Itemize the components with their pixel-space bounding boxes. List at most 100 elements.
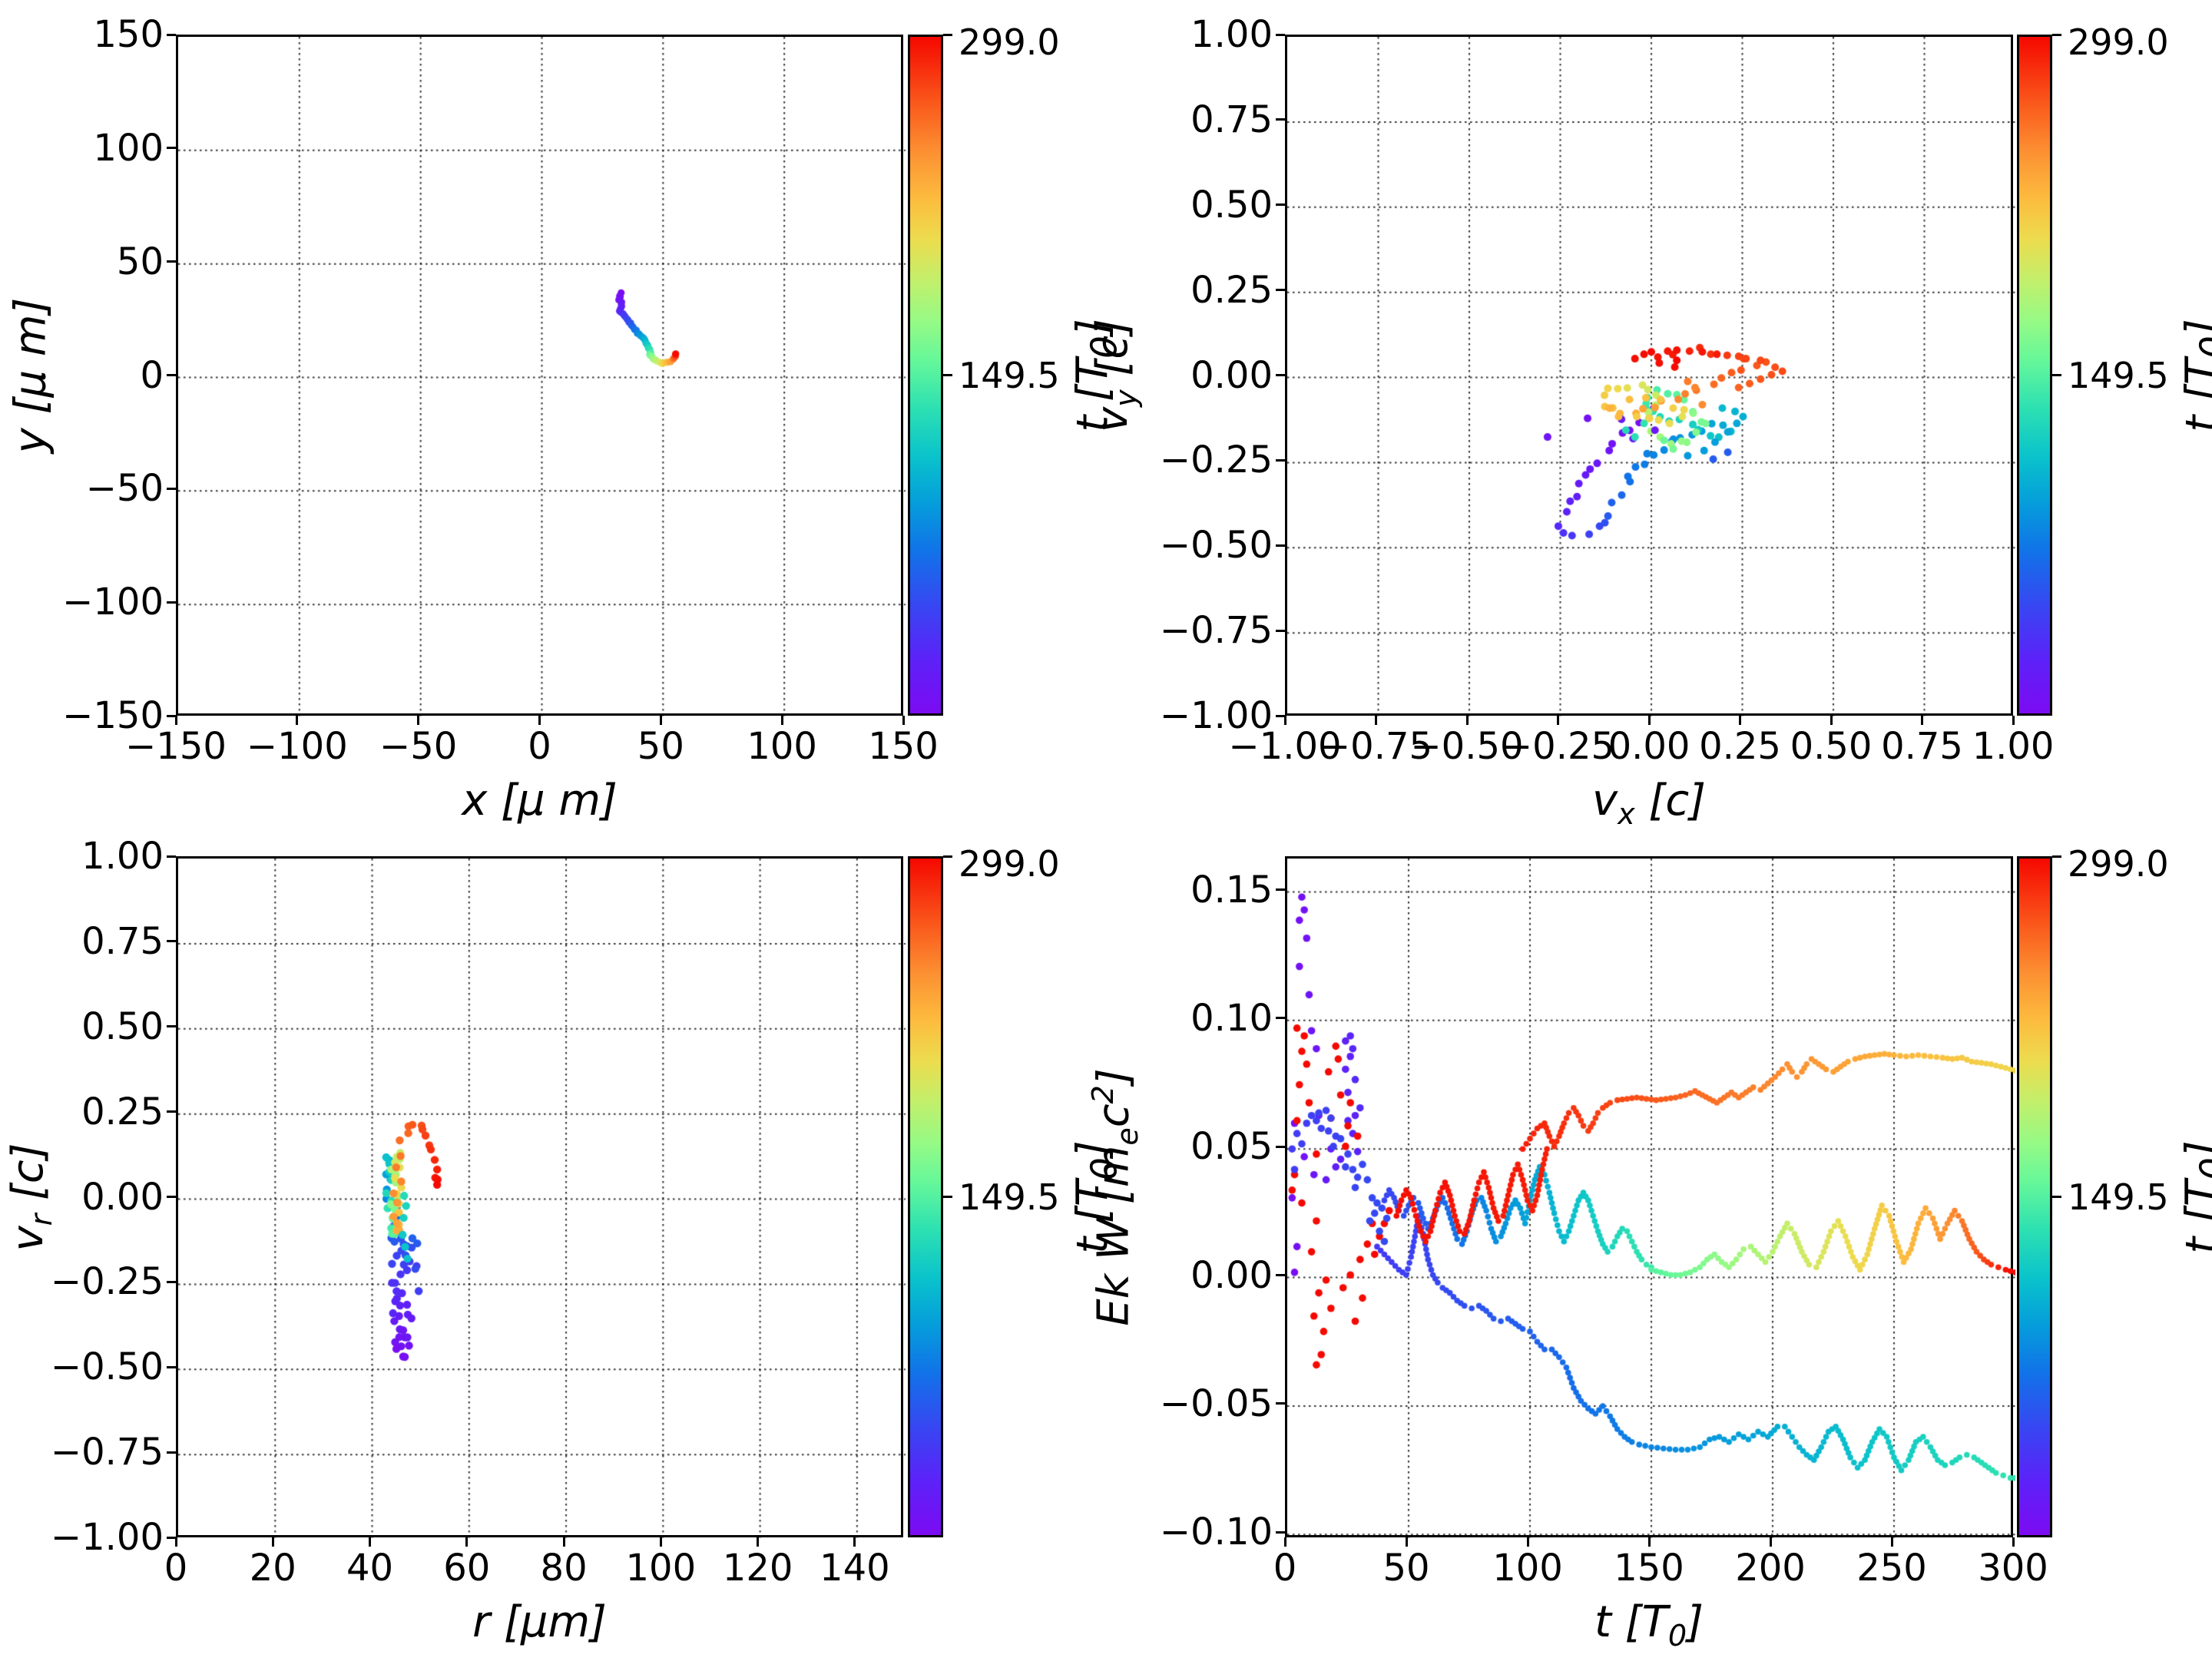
ytick-mark [167, 1365, 176, 1368]
ytick-mark [167, 147, 176, 150]
ytick-label-rvr: 0.25 [81, 1090, 164, 1133]
xtick-mark [296, 716, 299, 725]
ytick-mark [167, 601, 176, 604]
xtick-mark [1830, 716, 1833, 725]
ytick-label-xy: −100 [62, 581, 164, 624]
ytick-mark [1276, 1145, 1285, 1148]
xtick-mark [1283, 716, 1286, 725]
ytick-label-vxvy: −0.50 [1159, 524, 1273, 567]
xtick-mark [659, 716, 662, 725]
xtick-mark [369, 1537, 372, 1547]
xtick-label-ekw: 200 [1735, 1547, 1806, 1590]
colorbar-tick-mark [2052, 1196, 2061, 1198]
xtick-mark [1921, 716, 1923, 725]
xaxis-label-rvr: r [μm] [472, 1597, 607, 1647]
xtick-mark [902, 716, 905, 725]
ytick-mark [1276, 203, 1285, 207]
colorbar-ekw [2017, 856, 2052, 1537]
ytick-mark [167, 374, 176, 376]
xtick-mark [1647, 716, 1651, 725]
ytick-label-xy: −50 [85, 467, 164, 511]
ytick-mark [167, 855, 176, 858]
xtick-mark [1890, 1537, 1893, 1547]
xtick-mark [562, 1537, 565, 1547]
xtick-label-ekw: 50 [1382, 1547, 1430, 1590]
ytick-mark [167, 1280, 176, 1283]
ytick-mark [167, 1451, 176, 1454]
ytick-mark [167, 260, 176, 263]
colorbar-tick-label: 149.5 [959, 1176, 1060, 1218]
colorbar-tick-mark [943, 374, 952, 376]
ytick-label-ekw: 0.05 [1190, 1125, 1273, 1169]
ytick-mark [1276, 1017, 1285, 1020]
xtick-mark [271, 1537, 274, 1547]
colorbar-tick-mark [2052, 33, 2061, 36]
ytick-mark [1276, 888, 1285, 891]
ytick-label-ekw: 0.15 [1190, 868, 1273, 912]
xtick-label-rvr: 60 [443, 1547, 491, 1590]
ytick-label-rvr: −0.25 [50, 1260, 164, 1304]
xtick-label-ekw: 100 [1492, 1547, 1563, 1590]
colorbar-tick-label: 299.0 [2068, 843, 2169, 885]
xtick-mark [853, 1537, 856, 1547]
ytick-label-ekw: 0.00 [1190, 1253, 1273, 1297]
xtick-label-rvr: 80 [540, 1547, 588, 1590]
colorbar-tick-label: 149.5 [2068, 354, 2169, 396]
xtick-label-xy: −150 [125, 725, 227, 768]
plot-canvas-ekw [1287, 859, 2015, 1540]
ytick-label-xy: 0 [140, 353, 164, 397]
xtick-label-rvr: 120 [722, 1547, 793, 1590]
ytick-mark [1276, 33, 1285, 36]
colorbar-tick-label: 299.0 [959, 843, 1060, 885]
xtick-mark [2012, 716, 2015, 725]
xtick-mark [1283, 1537, 1286, 1547]
ytick-mark [167, 1110, 176, 1113]
xtick-label-vxvy: 0.75 [1881, 725, 1963, 768]
ytick-label-rvr: −1.00 [50, 1516, 164, 1559]
xtick-mark [659, 1537, 662, 1547]
ytick-mark [1276, 544, 1285, 547]
colorbar-tick-label: 149.5 [2068, 1176, 2169, 1218]
xtick-label-vxvy: 0.00 [1608, 725, 1690, 768]
xtick-mark [757, 1537, 760, 1547]
xtick-mark [780, 716, 783, 725]
ytick-label-vxvy: −0.75 [1159, 609, 1273, 653]
ytick-label-vxvy: 0.50 [1190, 183, 1273, 227]
colorbar-tick-mark [943, 1196, 952, 1198]
ytick-label-rvr: 0.50 [81, 1004, 164, 1048]
ytick-mark [1276, 458, 1285, 462]
colorbar-tick-mark [2052, 374, 2061, 376]
xtick-mark [174, 1537, 177, 1547]
xtick-label-xy: 50 [637, 725, 684, 768]
xtick-label-xy: 0 [528, 725, 551, 768]
ytick-label-xy: −150 [62, 694, 164, 737]
plot-area-xy [176, 35, 906, 718]
plot-area-ekw [1285, 856, 2015, 1540]
plot-area-vxvy [1285, 35, 2015, 718]
ytick-mark [167, 1025, 176, 1028]
ytick-label-xy: 150 [93, 13, 164, 56]
plot-canvas-xy [178, 37, 906, 718]
xtick-mark [1557, 716, 1559, 725]
ytick-mark [167, 1536, 176, 1539]
xtick-mark [417, 716, 420, 725]
xtick-mark [1647, 1537, 1651, 1547]
ytick-label-rvr: 0.00 [81, 1175, 164, 1219]
xtick-label-rvr: 100 [625, 1547, 697, 1590]
xaxis-label-ekw: t [T0] [1594, 1597, 1704, 1653]
colorbar-tick-label: 299.0 [959, 22, 1060, 63]
colorbar-tick-label: 149.5 [959, 354, 1060, 396]
ytick-mark [1276, 289, 1285, 292]
xtick-label-vxvy: 0.50 [1790, 725, 1873, 768]
xaxis-label-xy: x [μ m] [462, 776, 618, 826]
ytick-mark [1276, 374, 1285, 376]
ytick-label-vxvy: 1.00 [1190, 13, 1273, 56]
ytick-mark [1276, 714, 1285, 717]
ytick-label-rvr: 1.00 [81, 835, 164, 878]
xtick-label-vxvy: 0.25 [1699, 725, 1781, 768]
xtick-mark [174, 716, 177, 725]
colorbar-xy [908, 35, 943, 716]
colorbar-tick-mark [2052, 855, 2061, 858]
xtick-label-rvr: 20 [249, 1547, 296, 1590]
